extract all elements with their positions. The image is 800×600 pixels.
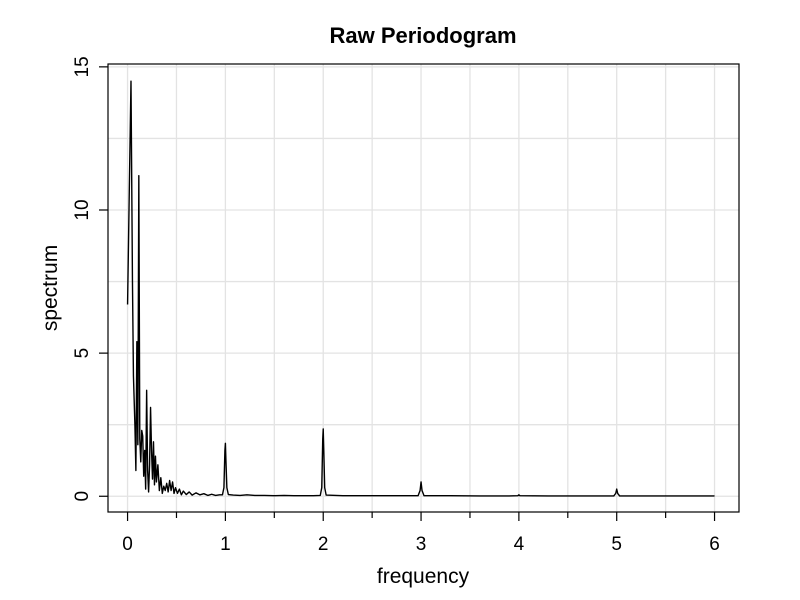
- x-axis: 0 1 2 3 4 5 6: [122, 512, 720, 555]
- y-axis-label: spectrum: [39, 245, 62, 331]
- y-tick-label: 5: [72, 348, 93, 359]
- y-tick-label: 10: [72, 199, 93, 220]
- x-tick-label: 5: [611, 534, 622, 555]
- x-tick-label: 1: [220, 534, 231, 555]
- y-axis: 0 5 10 15: [72, 56, 108, 502]
- x-tick-label: 6: [709, 534, 720, 555]
- chart-title: Raw Periodogram: [329, 23, 516, 48]
- y-tick-label: 15: [72, 56, 93, 77]
- x-tick-label: 2: [318, 534, 329, 555]
- y-tick-label: 0: [72, 491, 93, 502]
- x-axis-label: frequency: [377, 565, 470, 588]
- x-tick-label: 3: [416, 534, 427, 555]
- plot-frame: [107, 63, 740, 513]
- spectrum-series-line: [126, 80, 715, 497]
- x-tick-label: 4: [514, 534, 525, 555]
- x-tick-label: 0: [122, 534, 133, 555]
- grid-lines: [108, 64, 739, 512]
